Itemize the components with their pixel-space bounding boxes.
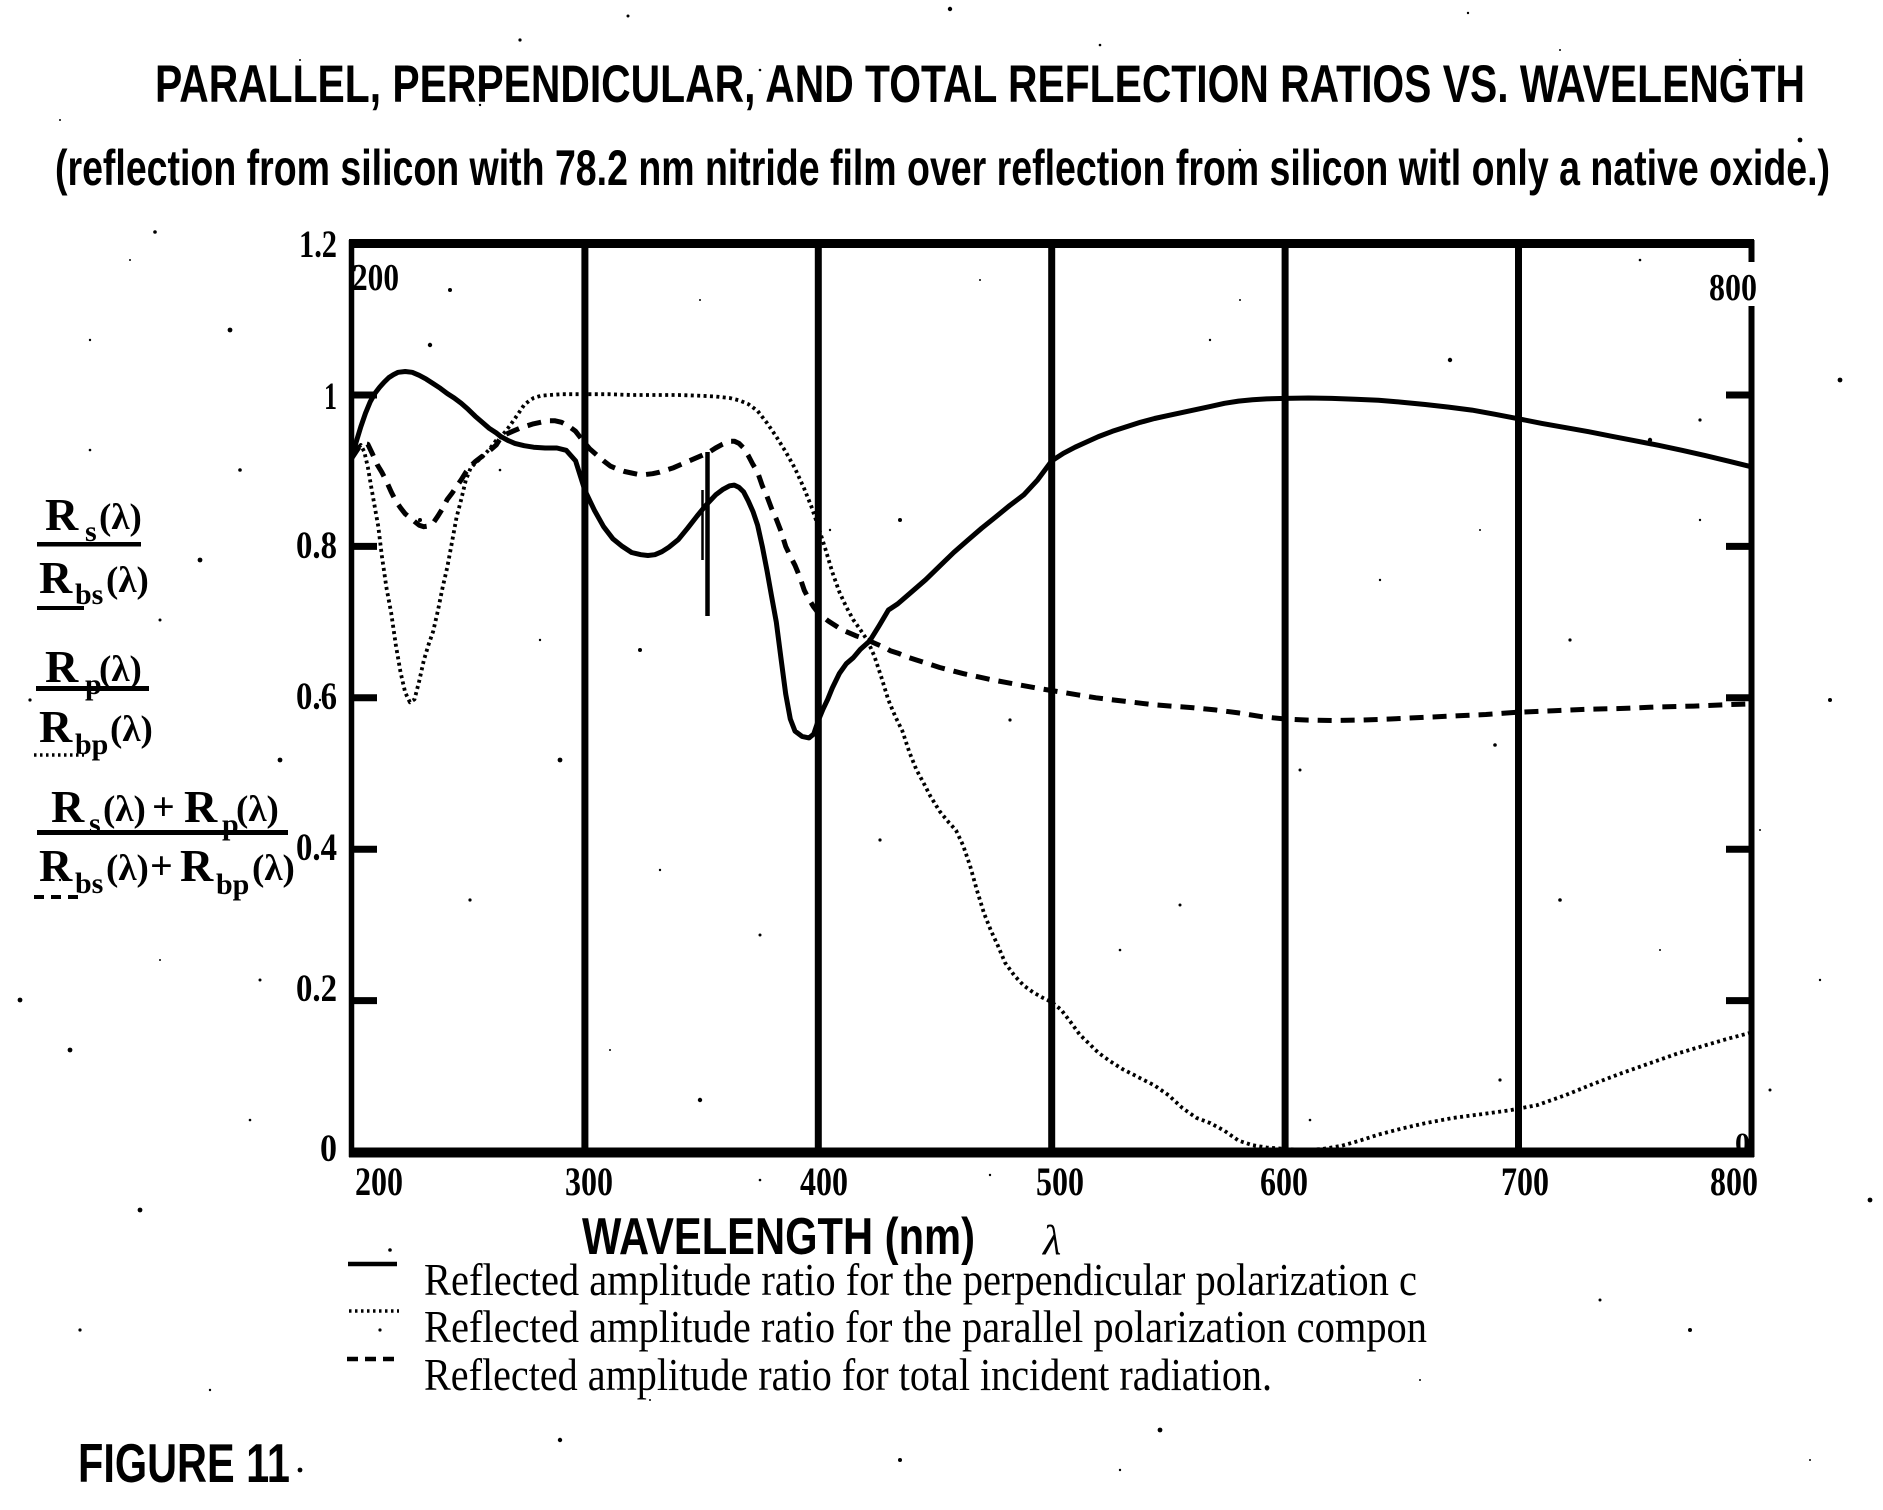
svg-text:0: 0 — [320, 1127, 337, 1170]
svg-text:s: s — [89, 807, 101, 840]
svg-text:(reflection from silicon with: (reflection from silicon with 78.2 nm ni… — [55, 140, 1830, 196]
svg-text:+: + — [152, 784, 175, 829]
svg-text:FIGURE 11: FIGURE 11 — [78, 1432, 290, 1494]
svg-text:400: 400 — [800, 1159, 848, 1204]
svg-text:800: 800 — [1709, 267, 1757, 309]
svg-text:+: + — [150, 843, 173, 888]
svg-text:R: R — [51, 781, 85, 832]
svg-text:PARALLEL, PERPENDICULAR, AND T: PARALLEL, PERPENDICULAR, AND TOTAL REFLE… — [155, 55, 1805, 114]
svg-text:600: 600 — [1260, 1159, 1308, 1204]
svg-text:WAVELENGTH (nm): WAVELENGTH (nm) — [582, 1208, 975, 1266]
svg-text:R: R — [39, 701, 73, 752]
svg-text:R: R — [45, 641, 79, 692]
svg-text:bp: bp — [216, 868, 249, 901]
svg-text:R: R — [180, 840, 214, 891]
svg-text:(λ): (λ) — [106, 848, 149, 889]
svg-text:(λ): (λ) — [110, 709, 153, 750]
svg-text:λ: λ — [1041, 1218, 1061, 1264]
svg-text:R: R — [39, 552, 73, 603]
svg-text:(λ): (λ) — [103, 789, 146, 830]
svg-text:p: p — [85, 668, 102, 701]
svg-text:(λ): (λ) — [252, 848, 295, 889]
svg-text:0.8: 0.8 — [296, 524, 337, 567]
svg-text:1: 1 — [324, 375, 337, 418]
svg-text:1.2: 1.2 — [299, 223, 337, 266]
svg-text:300: 300 — [565, 1159, 613, 1204]
svg-text:0.2: 0.2 — [296, 967, 337, 1010]
svg-text:(λ): (λ) — [236, 789, 279, 830]
svg-text:0: 0 — [1735, 1127, 1750, 1160]
svg-text:(λ): (λ) — [99, 497, 142, 538]
svg-text:R: R — [45, 489, 79, 540]
svg-text:0.6: 0.6 — [296, 675, 337, 718]
svg-text:200: 200 — [355, 1159, 403, 1204]
svg-text:700: 700 — [1501, 1159, 1549, 1204]
svg-text:R: R — [184, 781, 218, 832]
svg-text:0.4: 0.4 — [296, 826, 337, 869]
svg-text:bs: bs — [75, 578, 103, 611]
svg-text:s: s — [85, 515, 97, 548]
svg-text:R: R — [39, 840, 73, 891]
svg-text:Reflected amplitude ratio for: Reflected amplitude ratio for total inci… — [424, 1349, 1272, 1400]
svg-text:800: 800 — [1710, 1159, 1758, 1204]
svg-text:200: 200 — [352, 257, 399, 299]
svg-text:500: 500 — [1036, 1159, 1084, 1204]
svg-text:Reflected amplitude ratio for: Reflected amplitude ratio for the perpen… — [424, 1254, 1417, 1305]
svg-text:bs: bs — [75, 867, 103, 900]
svg-text:bp: bp — [75, 728, 108, 761]
svg-text:(λ): (λ) — [106, 560, 149, 601]
svg-text:Reflected amplitude ratio for: Reflected amplitude ratio for the parall… — [424, 1301, 1427, 1352]
svg-text:(λ): (λ) — [99, 649, 142, 690]
